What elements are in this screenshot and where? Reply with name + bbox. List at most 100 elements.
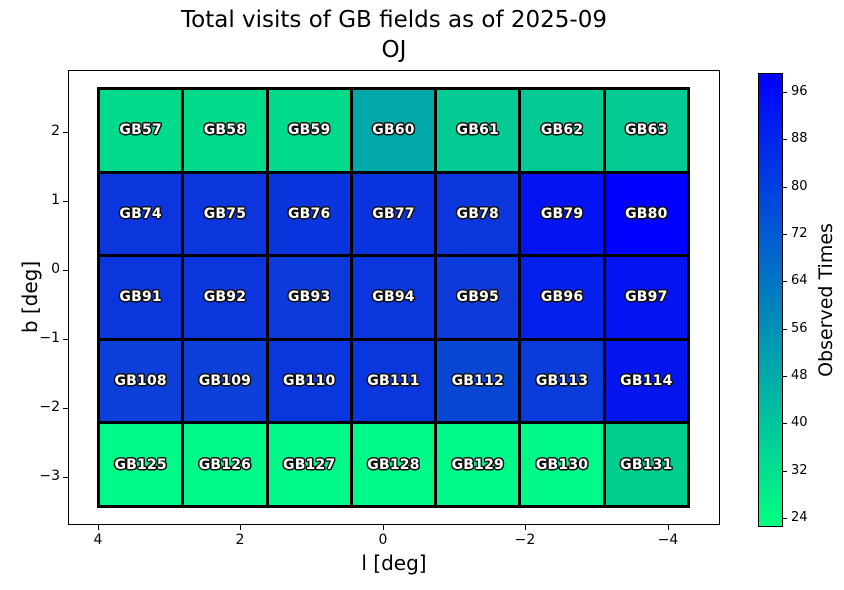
field-cell-gb128: GB128 [352,424,435,505]
colorbar-tick-mark [783,91,787,93]
field-label: GB114 [620,373,673,390]
x-tick-mark [98,525,99,530]
field-cell-gb95: GB95 [437,257,519,338]
colorbar-tick-mark [783,139,787,141]
field-cell-gb92: GB92 [184,257,266,338]
colorbar-tick-label: 40 [791,415,808,431]
colorbar-tick-label: 32 [791,462,808,478]
field-label: GB108 [114,373,167,390]
field-label: GB113 [535,373,589,390]
field-cell-gb91: GB91 [100,257,182,338]
colorbar-tick-mark [783,234,787,235]
field-label: GB92 [203,289,247,306]
field-label: GB63 [625,122,668,139]
field-cell-gb63: GB63 [605,90,687,171]
field-label: GB127 [283,456,336,473]
field-label: GB91 [119,289,162,306]
colorbar-tick-label: 56 [791,320,808,336]
colorbar-tick-mark [783,328,787,330]
colorbar-tick-label: 24 [791,510,808,526]
field-cell-gb75: GB75 [184,173,266,255]
field-cell-gb62: GB62 [521,90,603,171]
x-tick-label: −4 [657,532,679,548]
colorbar-tick-label: 88 [791,131,808,147]
field-cell-gb125: GB125 [100,424,182,505]
field-label: GB128 [367,456,420,473]
heatmap-grid: GB57 GB58 GB59 GB60 GB61 GB62 GB63 GB74 GB75 GB76… [97,87,690,508]
field-cell-gb77: GB77 [352,173,435,255]
field-label: GB94 [372,289,415,306]
x-tick-label: 4 [93,532,103,548]
field-cell-gb111: GB111 [352,340,435,422]
field-label: GB80 [625,205,668,222]
field-cell-gb129: GB129 [437,424,519,505]
field-label: GB78 [456,205,499,222]
colorbar-tick-mark [783,423,787,425]
field-label: GB74 [119,205,162,222]
field-cell-gb97: GB97 [605,257,687,338]
field-cell-gb94: GB94 [352,257,435,338]
field-label: GB57 [119,122,162,139]
colorbar-tick-label: 80 [791,178,808,194]
field-cell-gb114: GB114 [605,340,687,422]
field-label: GB61 [456,122,499,139]
x-tick-label: 0 [378,532,388,548]
field-cell-gb110: GB110 [268,340,350,422]
field-label: GB60 [372,122,415,139]
field-cell-gb76: GB76 [268,173,350,255]
field-label: GB125 [114,456,167,473]
field-cell-gb127: GB127 [268,424,350,505]
y-tick-label: −1 [39,330,60,346]
y-tick-label: −3 [39,468,60,484]
field-cell-gb80: GB80 [605,173,687,255]
field-label: GB75 [203,205,247,222]
colorbar-tick-mark [783,376,787,378]
field-label: GB111 [367,373,420,390]
colorbar-tick-mark [783,186,787,188]
colorbar-tick-label: 64 [791,273,808,289]
field-label: GB95 [456,289,499,306]
field-cell-gb126: GB126 [184,424,266,505]
field-cell-gb61: GB61 [437,90,519,171]
y-tick-mark [63,270,68,271]
field-cell-gb113: GB113 [521,340,603,422]
y-tick-mark [63,477,68,478]
field-label: GB131 [620,456,673,473]
field-cell-gb130: GB130 [521,424,603,505]
x-tick-mark [240,525,241,530]
field-cell-gb109: GB109 [184,340,266,422]
y-tick-mark [63,339,68,340]
y-tick-label: 1 [51,192,60,208]
field-label: GB93 [287,289,331,306]
colorbar-tick-mark [783,518,787,520]
colorbar-tick-label: 96 [791,83,808,99]
y-tick-label: 0 [51,261,60,277]
x-tick-mark [525,525,526,530]
x-tick-label: −2 [514,532,536,548]
y-tick-mark [63,408,68,409]
field-label: GB58 [203,122,247,139]
field-label: GB76 [287,205,331,222]
field-label: GB126 [198,456,252,473]
colorbar-label: Observed Times [815,223,837,377]
colorbar [758,73,783,527]
x-axis-label: l [deg] [361,551,427,575]
field-cell-gb58: GB58 [184,90,266,171]
field-label: GB109 [198,373,252,390]
x-tick-mark [668,525,669,530]
y-tick-mark [63,132,68,133]
field-label: GB130 [535,456,589,473]
field-cell-gb57: GB57 [100,90,182,171]
field-cell-gb93: GB93 [268,257,350,338]
field-label: GB59 [287,122,331,139]
y-tick-mark [63,201,68,202]
field-label: GB62 [540,122,584,139]
field-cell-gb112: GB112 [437,340,519,422]
colorbar-tick-mark [783,281,787,283]
field-cell-gb74: GB74 [100,173,182,255]
colorbar-tick-mark [783,470,787,472]
y-tick-label: 2 [51,123,60,139]
field-cell-gb108: GB108 [100,340,182,422]
field-label: GB97 [625,289,668,306]
